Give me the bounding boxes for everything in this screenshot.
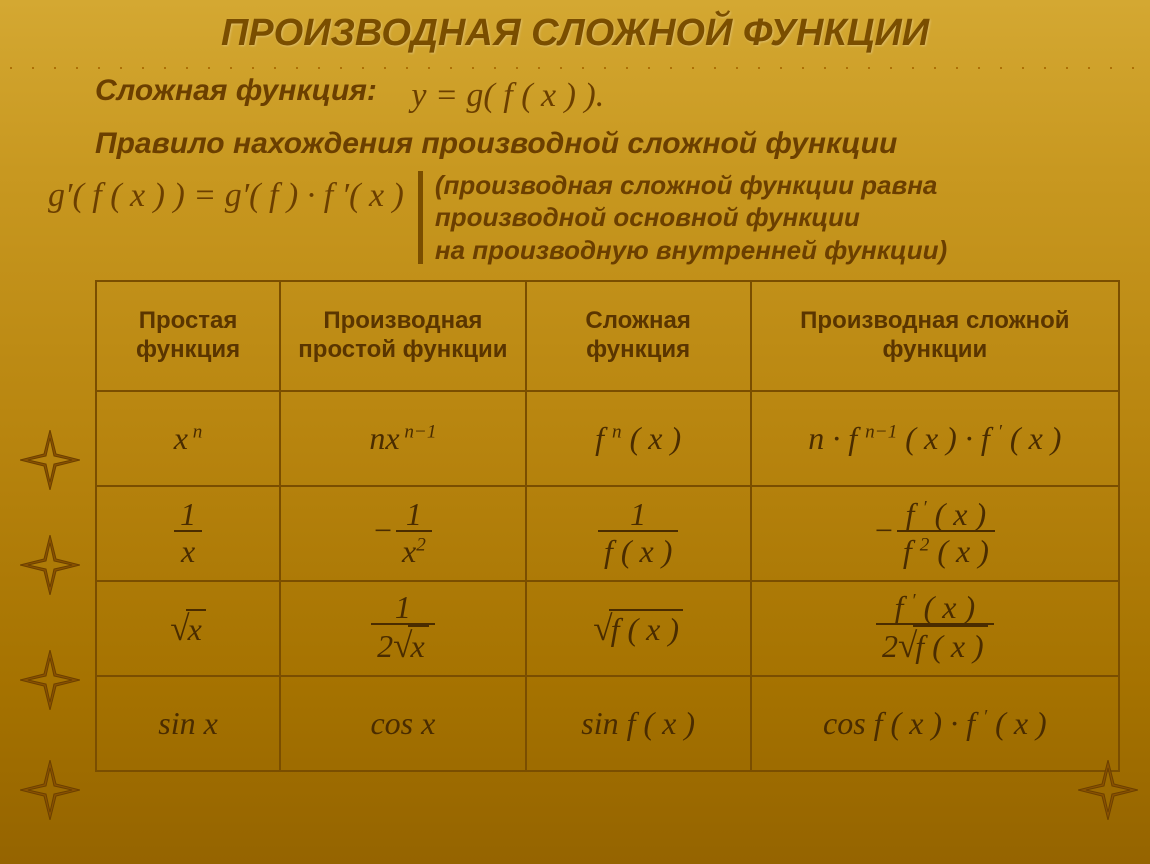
cell-sqrt-simple-deriv: 12√x bbox=[280, 581, 526, 676]
cell-sin-complex: sin f ( x ) bbox=[526, 676, 751, 771]
rule-formula: g′( f ( x ) ) = g′( f ) · f ′( x ) bbox=[40, 169, 418, 223]
cell-power-complex: f n ( x ) bbox=[526, 391, 751, 486]
th-complex-deriv: Производная сложной функции bbox=[751, 281, 1119, 391]
cell-power-simple: x n bbox=[96, 391, 280, 486]
subtitle-row: Сложная функция: y = g( f ( x ) ). bbox=[0, 74, 1150, 115]
rule-desc-line: (производная сложной функции равна bbox=[435, 169, 947, 202]
table-row: sin x cos x sin f ( x ) cos f ( x ) · f … bbox=[96, 676, 1119, 771]
star-icon bbox=[20, 760, 80, 820]
table-row: √x 12√x √f ( x ) f ′ ( x )2√f ( x ) bbox=[96, 581, 1119, 676]
cell-sqrt-complex-deriv: f ′ ( x )2√f ( x ) bbox=[751, 581, 1119, 676]
cell-sqrt-complex: √f ( x ) bbox=[526, 581, 751, 676]
subtitle-label: Сложная функция: bbox=[95, 74, 377, 107]
table-header-row: Простая функция Производная простой функ… bbox=[96, 281, 1119, 391]
th-simple-func: Простая функция bbox=[96, 281, 280, 391]
table-row: 1x −1x2 1f ( x ) −f ′ ( x )f 2 ( x ) bbox=[96, 486, 1119, 581]
cell-sin-complex-deriv: cos f ( x ) · f ′ ( x ) bbox=[751, 676, 1119, 771]
cell-sin-simple: sin x bbox=[96, 676, 280, 771]
derivative-table-wrap: Простая функция Производная простой функ… bbox=[95, 280, 1120, 772]
th-simple-deriv: Производная простой функции bbox=[280, 281, 526, 391]
cell-recip-complex: 1f ( x ) bbox=[526, 486, 751, 581]
cell-recip-complex-deriv: −f ′ ( x )f 2 ( x ) bbox=[751, 486, 1119, 581]
rule-row: g′( f ( x ) ) = g′( f ) · f ′( x ) (прои… bbox=[0, 169, 1150, 267]
page-title: ПРОИЗВОДНАЯ СЛОЖНОЙ ФУНКЦИИ bbox=[0, 0, 1150, 55]
rule-heading: Правило нахождения производной сложной ф… bbox=[95, 127, 1150, 161]
derivative-table: Простая функция Производная простой функ… bbox=[95, 280, 1120, 772]
cell-recip-simple-deriv: −1x2 bbox=[280, 486, 526, 581]
th-complex-func: Сложная функция bbox=[526, 281, 751, 391]
star-icon bbox=[20, 430, 80, 490]
table-row: x n nx n−1 f n ( x ) n · f n−1 ( x ) · f… bbox=[96, 391, 1119, 486]
cell-sqrt-simple: √x bbox=[96, 581, 280, 676]
star-icon bbox=[20, 535, 80, 595]
rule-desc-line: производной основной функции bbox=[435, 201, 947, 234]
cell-recip-simple: 1x bbox=[96, 486, 280, 581]
rule-desc-line: на производную внутренней функции) bbox=[435, 234, 947, 267]
rule-description: (производная сложной функции равна произ… bbox=[423, 169, 947, 267]
star-icon bbox=[1078, 760, 1138, 820]
cell-sin-simple-deriv: cos x bbox=[280, 676, 526, 771]
dotted-divider: . . . . . . . . . . . . . . . . . . . . … bbox=[0, 53, 1150, 74]
star-icon bbox=[20, 650, 80, 710]
cell-power-simple-deriv: nx n−1 bbox=[280, 391, 526, 486]
composite-definition: y = g( f ( x ) ). bbox=[411, 77, 604, 115]
cell-power-complex-deriv: n · f n−1 ( x ) · f ′ ( x ) bbox=[751, 391, 1119, 486]
